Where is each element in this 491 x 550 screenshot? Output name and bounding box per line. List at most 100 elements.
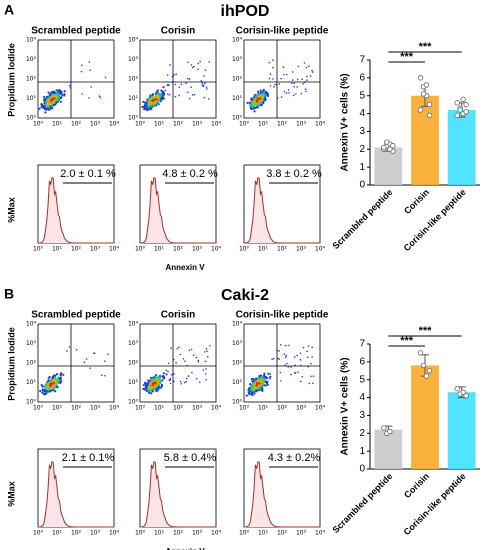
event-dot: [299, 380, 302, 383]
event-dot: [43, 385, 47, 388]
data-point: [423, 373, 430, 379]
data-point: [381, 144, 387, 151]
data-point: [460, 389, 466, 395]
x-tick-label: 10⁰: [33, 530, 44, 537]
event-dot: [51, 380, 54, 383]
event-dot: [279, 371, 282, 374]
event-dot: [186, 77, 189, 80]
event-dot: [141, 106, 144, 109]
event-dot: [263, 92, 266, 95]
event-dot: [99, 96, 102, 99]
event-dot: [59, 100, 62, 103]
event-dot: [203, 75, 205, 77]
event-dot: [269, 373, 272, 375]
data-point: [417, 107, 424, 113]
event-dot: [287, 366, 290, 368]
x-tick-label: 10⁴: [315, 530, 326, 537]
event-dot: [47, 388, 51, 391]
event-dot: [142, 384, 146, 387]
event-dot: [164, 89, 167, 92]
event-dot: [47, 381, 51, 384]
x-tick-label: 10⁰: [135, 121, 146, 128]
y-tick-label: 10¹: [26, 95, 37, 102]
event-dot: [183, 381, 186, 384]
event-dot: [188, 97, 191, 100]
x-tick-label: 10⁰: [33, 405, 44, 412]
event-dot: [247, 389, 250, 392]
histogram-fill: [244, 461, 320, 527]
data-point: [463, 101, 469, 108]
event-dot: [259, 89, 262, 92]
event-dot: [309, 75, 312, 77]
data-point: [454, 385, 460, 392]
event-dot: [293, 356, 296, 358]
y-tick-label: 10³: [128, 56, 139, 63]
event-dot: [205, 368, 207, 370]
event-dot: [173, 380, 175, 383]
x-tick-label: 10²: [277, 246, 288, 253]
y-tick-label: 6: [359, 72, 365, 83]
event-dot: [256, 97, 259, 100]
event-dot: [248, 101, 251, 105]
annotation: 2.0 ± 0.1 %: [60, 168, 116, 180]
x-tick-label: 10⁰: [33, 121, 44, 128]
event-dot: [40, 102, 43, 106]
event-dot: [58, 381, 61, 384]
event-dot: [290, 373, 292, 376]
event-dot: [201, 84, 204, 86]
event-dot: [53, 99, 56, 102]
plot-title: Corisin-like peptide: [236, 26, 329, 37]
event-dot: [283, 73, 285, 76]
event-dot: [254, 101, 257, 104]
event-dot: [47, 102, 51, 106]
event-dot: [55, 382, 58, 385]
event-dot: [150, 385, 153, 388]
y-tick-label: 10¹: [128, 379, 139, 386]
event-dot: [178, 86, 181, 88]
x-tick-label: 10²: [71, 530, 82, 537]
histogram-fill: [244, 177, 320, 243]
event-dot: [173, 74, 175, 76]
event-dot: [176, 347, 179, 350]
data-point: [384, 139, 390, 145]
event-dot: [159, 100, 162, 103]
event-dot: [178, 346, 180, 349]
x-tick-label: 10³: [192, 121, 203, 128]
event-dot: [285, 73, 288, 76]
event-dot: [142, 387, 145, 391]
event-dot: [59, 372, 62, 376]
event-dot: [261, 389, 264, 393]
data-point: [387, 146, 393, 152]
event-dot: [288, 344, 290, 347]
event-dot: [245, 394, 248, 397]
event-dot: [148, 102, 151, 106]
event-dot: [81, 93, 83, 95]
event-dot: [169, 378, 171, 381]
data-point: [423, 82, 430, 88]
event-dot: [255, 384, 259, 387]
event-dot: [280, 344, 282, 346]
event-dot: [312, 375, 315, 377]
event-dot: [259, 95, 262, 98]
annotation: 3.8 ± 0.2 %: [266, 168, 322, 180]
event-dot: [247, 391, 251, 394]
event-dot: [308, 382, 311, 385]
event-dot: [252, 102, 255, 105]
x-tick-label: 10³: [192, 246, 203, 253]
event-dot: [59, 92, 62, 95]
x-tick-label: 10⁰: [135, 405, 146, 412]
event-dot: [248, 386, 251, 390]
event-dot: [273, 85, 275, 88]
event-dot: [293, 82, 296, 85]
event-dot: [55, 89, 58, 92]
event-dot: [46, 108, 49, 111]
event-dot: [48, 390, 51, 393]
event-dot: [55, 372, 59, 376]
x-tick-label: 10⁴: [109, 246, 120, 253]
event-dot: [260, 374, 263, 377]
event-dot: [154, 379, 157, 382]
event-dot: [156, 89, 160, 92]
x-tick-label: 10⁴: [109, 530, 120, 537]
event-dot: [167, 93, 169, 96]
event-dot: [147, 379, 150, 382]
